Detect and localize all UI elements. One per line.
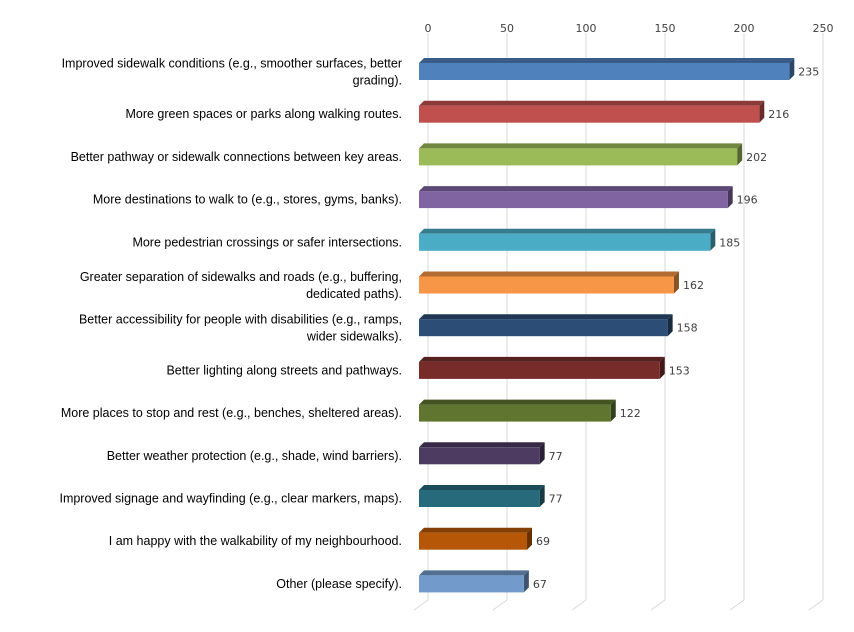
x-tick-label: 200 xyxy=(734,22,755,35)
category-label: dedicated paths). xyxy=(306,287,402,301)
bar-top-face xyxy=(419,100,765,106)
bar-top-face xyxy=(419,228,716,234)
bar-side-face xyxy=(789,58,795,80)
bar xyxy=(419,143,743,166)
bar-front-face xyxy=(419,447,540,465)
bar-front-face xyxy=(419,148,738,166)
bar xyxy=(419,186,733,209)
bar xyxy=(419,356,665,379)
bar xyxy=(419,100,765,123)
bar-top-face xyxy=(419,442,545,448)
bar-side-face xyxy=(539,442,545,465)
data-label: 69 xyxy=(536,535,550,548)
bar-front-face xyxy=(419,63,790,80)
bar-front-face xyxy=(419,233,711,251)
bar xyxy=(419,527,533,550)
data-label: 235 xyxy=(798,66,819,79)
x-axis-ticks: 0 50 100 150 200 250 xyxy=(425,22,834,35)
bar-top-face xyxy=(419,186,733,192)
category-label: Better weather protection (e.g., shade, … xyxy=(107,449,402,463)
bars xyxy=(419,58,795,593)
bar-top-face xyxy=(419,271,679,277)
data-label: 202 xyxy=(746,151,767,164)
x-tick-label: 50 xyxy=(500,22,514,35)
category-label: Better pathway or sidewalk connections b… xyxy=(71,150,402,164)
bar-top-face xyxy=(419,356,665,362)
data-label: 77 xyxy=(549,450,563,463)
x-tick-label: 100 xyxy=(576,22,597,35)
bar xyxy=(419,314,673,337)
bar-side-face xyxy=(727,186,733,209)
bar-side-face xyxy=(667,314,673,337)
bar-side-face xyxy=(539,485,545,507)
bar-side-face xyxy=(759,100,765,123)
category-label: I am happy with the walkability of my ne… xyxy=(109,534,402,548)
category-label: More places to stop and rest (e.g., benc… xyxy=(61,406,402,420)
bar xyxy=(419,442,545,465)
bar-side-face xyxy=(523,570,529,593)
bar xyxy=(419,228,716,251)
bar-side-face xyxy=(610,399,616,422)
category-labels: Improved sidewalk conditions (e.g., smoo… xyxy=(59,57,402,591)
bar-front-face xyxy=(419,105,760,123)
data-label: 67 xyxy=(533,578,547,591)
category-label: grading). xyxy=(353,74,402,88)
category-label: More pedestrian crossings or safer inter… xyxy=(132,235,402,249)
category-label: More destinations to walk to (e.g., stor… xyxy=(93,193,402,207)
bar-front-face xyxy=(419,532,528,550)
bar-front-face xyxy=(419,490,540,507)
gridline-floor-250 xyxy=(808,599,824,611)
category-label: Improved signage and wayfinding (e.g., c… xyxy=(59,492,402,506)
data-label: 216 xyxy=(768,108,789,121)
bar-side-face xyxy=(710,228,716,251)
data-labels: 235 216 202 196 185 162 158 153 122 77 77 69 67 xyxy=(533,66,819,591)
bar-top-face xyxy=(419,58,795,63)
category-label: Greater separation of sidewalks and road… xyxy=(80,270,402,284)
bar-top-face xyxy=(419,570,529,576)
category-label: More green spaces or parks along walking… xyxy=(125,107,402,121)
bar-top-face xyxy=(419,143,743,149)
data-label: 153 xyxy=(669,364,690,377)
gridline-floor-100 xyxy=(571,599,587,611)
category-label: wider sidewalks). xyxy=(306,330,402,344)
bar-front-face xyxy=(419,404,611,422)
data-label: 77 xyxy=(549,493,563,506)
x-tick-label: 0 xyxy=(425,22,432,35)
bar-front-face xyxy=(419,361,660,379)
x-tick-label: 250 xyxy=(813,22,834,35)
bar xyxy=(419,399,616,422)
bar xyxy=(419,271,679,294)
bar-side-face xyxy=(659,356,665,379)
gridline-floor-200 xyxy=(729,599,745,611)
gridline-floor-0 xyxy=(413,599,429,611)
bar-front-face xyxy=(419,575,524,593)
bar-top-face xyxy=(419,485,545,490)
bar-front-face xyxy=(419,319,668,337)
bar-side-face xyxy=(527,527,533,550)
category-label: Other (please specify). xyxy=(276,577,402,591)
category-label: Better lighting along streets and pathwa… xyxy=(166,363,402,377)
gridline-floor-150 xyxy=(650,599,666,611)
data-label: 185 xyxy=(719,236,740,249)
data-label: 122 xyxy=(620,407,641,420)
bar xyxy=(419,58,795,80)
data-label: 162 xyxy=(683,279,704,292)
category-label: Improved sidewalk conditions (e.g., smoo… xyxy=(62,57,402,71)
bar-side-face xyxy=(737,143,743,166)
bar-front-face xyxy=(419,276,674,294)
data-label: 158 xyxy=(677,322,698,335)
bar-front-face xyxy=(419,191,728,209)
x-tick-label: 150 xyxy=(655,22,676,35)
bar-top-face xyxy=(419,399,616,405)
category-label: Better accessibility for people with dis… xyxy=(79,313,402,327)
data-label: 196 xyxy=(737,194,758,207)
bar-top-face xyxy=(419,527,533,533)
bar xyxy=(419,570,529,593)
bar xyxy=(419,485,545,507)
gridline-floor-50 xyxy=(492,599,508,611)
bar-top-face xyxy=(419,314,673,320)
bar-side-face xyxy=(673,271,679,294)
